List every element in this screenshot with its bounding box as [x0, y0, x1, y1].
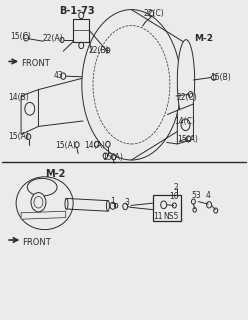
Text: 14(A): 14(A) [84, 141, 105, 150]
Text: 22(C): 22(C) [143, 9, 164, 18]
Polygon shape [21, 211, 66, 219]
Ellipse shape [16, 177, 73, 230]
Text: 2: 2 [174, 183, 179, 192]
Bar [73, 19, 89, 42]
Text: FRONT: FRONT [22, 238, 51, 247]
Text: 10: 10 [169, 192, 178, 201]
Text: 53: 53 [191, 191, 201, 200]
Text: 1: 1 [110, 197, 115, 206]
Text: M-2: M-2 [194, 34, 213, 43]
Polygon shape [177, 104, 193, 144]
Polygon shape [21, 90, 38, 134]
Circle shape [181, 119, 190, 131]
Text: 15(A): 15(A) [177, 135, 198, 144]
Bar [153, 195, 181, 221]
Ellipse shape [27, 179, 57, 196]
Ellipse shape [65, 198, 68, 209]
Text: B-1-73: B-1-73 [59, 6, 95, 16]
Text: 3: 3 [124, 198, 129, 207]
Text: 22(C): 22(C) [177, 93, 198, 102]
Text: FRONT: FRONT [21, 60, 50, 68]
Circle shape [31, 193, 46, 212]
Text: 15(A): 15(A) [8, 132, 29, 141]
Text: 14(B): 14(B) [8, 93, 29, 102]
Circle shape [25, 102, 35, 115]
Text: 15(B): 15(B) [210, 73, 231, 82]
Text: 14(C): 14(C) [174, 117, 195, 126]
Text: 11: 11 [153, 212, 162, 221]
Text: 4: 4 [206, 191, 211, 200]
Text: M-2: M-2 [46, 169, 66, 180]
Ellipse shape [82, 10, 181, 160]
Text: 22(B): 22(B) [89, 46, 110, 55]
Text: 22(A): 22(A) [43, 34, 64, 43]
Ellipse shape [106, 200, 109, 211]
Text: 15(C): 15(C) [11, 32, 31, 41]
Text: 15(A): 15(A) [102, 153, 123, 162]
Text: NS5: NS5 [163, 212, 179, 221]
Text: 15(A): 15(A) [55, 141, 76, 150]
Text: 43: 43 [53, 71, 63, 80]
Ellipse shape [177, 40, 195, 122]
